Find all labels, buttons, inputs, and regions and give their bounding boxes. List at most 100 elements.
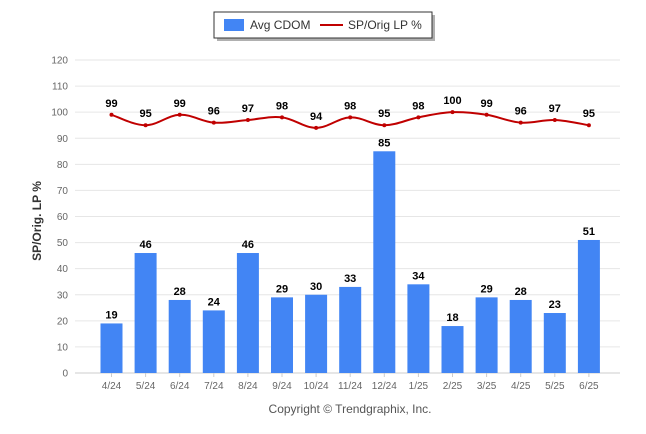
line-value-label: 95: [583, 108, 595, 120]
line-value-label: 100: [443, 95, 461, 107]
bar: [271, 297, 293, 373]
bar: [134, 253, 157, 373]
bar-value-label: 30: [310, 281, 322, 293]
bars: [100, 151, 600, 373]
line-point: [518, 120, 523, 125]
data-labels: 19 46 28 24 46 29 30 33 85 34 18 29 28 23 51 99 95 99 96 97…: [105, 95, 595, 324]
bar: [305, 294, 328, 373]
line-point: [314, 125, 319, 130]
y-tick-label: 20: [57, 316, 69, 327]
line-value-label: 99: [174, 98, 186, 110]
line-value-label: 95: [378, 108, 390, 120]
bar-value-label: 34: [412, 270, 425, 282]
bar-value-label: 85: [378, 137, 390, 149]
bar: [543, 313, 566, 373]
x-tick-label: 6/24: [170, 381, 190, 392]
x-tick-label: 4/25: [511, 381, 531, 392]
x-tick-label: 7/24: [204, 381, 224, 392]
y-tick-label: 70: [57, 186, 69, 197]
bar: [202, 310, 225, 373]
y-tick-label: 100: [51, 108, 68, 119]
line-point: [382, 123, 387, 128]
y-tick-label: 60: [57, 212, 69, 223]
copyright-credit: Copyright © Trendgraphix, Inc.: [269, 402, 432, 416]
y-tick-label: 80: [57, 160, 69, 171]
x-tick-label: 5/24: [136, 381, 156, 392]
bar-value-label: 29: [276, 283, 288, 295]
x-tick-label: 3/25: [477, 381, 497, 392]
bar: [509, 299, 532, 373]
y-tick-label: 0: [62, 369, 68, 380]
legend-line-label: SP/Orig LP %: [348, 18, 422, 32]
x-tick-label: 6/25: [579, 381, 599, 392]
y-tick-label: 10: [57, 342, 69, 353]
bar-value-label: 18: [446, 312, 458, 324]
bar-value-label: 23: [549, 299, 561, 311]
bar: [168, 299, 191, 373]
bar: [236, 253, 259, 373]
bar-value-label: 46: [242, 239, 254, 251]
x-tick-label: 8/24: [238, 381, 258, 392]
bar-value-label: 28: [515, 286, 527, 298]
x-axis-ticks: 4/24 5/24 6/24 7/24 8/24 9/24 10/24 11/24 12/24 1…: [102, 373, 599, 392]
line-value-label: 98: [412, 100, 424, 112]
line-value-label: 96: [515, 106, 527, 118]
y-tick-label: 120: [51, 56, 68, 67]
bar-value-label: 19: [105, 309, 117, 321]
legend-bar-label: Avg CDOM: [250, 18, 310, 32]
bar: [475, 297, 498, 373]
line-point: [416, 115, 421, 120]
x-tick-label: 5/25: [545, 381, 565, 392]
bar: [339, 286, 362, 373]
y-tick-label: 110: [52, 82, 68, 93]
x-tick-label: 9/24: [272, 381, 292, 392]
line-point: [143, 123, 148, 128]
line-point: [177, 112, 182, 117]
legend: Avg CDOM SP/Orig LP %: [213, 11, 435, 41]
x-tick-label: 12/24: [372, 381, 397, 392]
line-value-label: 96: [208, 106, 220, 118]
bar-value-label: 29: [480, 283, 492, 295]
bar: [373, 151, 396, 373]
line-point: [552, 117, 557, 122]
bar: [441, 326, 464, 373]
line-point: [484, 112, 489, 117]
line-value-label: 99: [105, 98, 117, 110]
y-axis-ticks: 0 10 20 30 40 50 60 70 80 90 100 110 120: [51, 56, 68, 380]
x-tick-label: 1/25: [409, 381, 429, 392]
line-point: [109, 112, 114, 117]
bar-value-label: 24: [208, 296, 221, 308]
line-value-label: 97: [242, 103, 254, 115]
bar: [577, 239, 600, 373]
line-point: [280, 115, 284, 120]
line-value-label: 95: [139, 108, 151, 120]
line-point: [450, 110, 455, 115]
bar-value-label: 33: [344, 273, 356, 285]
bar-value-label: 28: [174, 286, 186, 298]
y-tick-label: 50: [57, 238, 69, 249]
y-tick-label: 90: [57, 134, 69, 145]
y-tick-label: 30: [57, 290, 69, 301]
y-tick-label: 40: [57, 264, 69, 275]
bar-value-label: 46: [139, 239, 151, 251]
bar-value-label: 51: [583, 226, 595, 238]
line-series: [109, 110, 591, 130]
bar: [100, 323, 123, 373]
x-tick-label: 11/24: [338, 381, 363, 392]
x-tick-label: 10/24: [304, 381, 329, 392]
line-point: [348, 115, 353, 120]
x-tick-label: 2/25: [443, 381, 463, 392]
x-tick-label: 4/24: [102, 381, 122, 392]
bar: [407, 284, 430, 373]
line-point: [211, 120, 216, 125]
line-value-label: 97: [549, 103, 561, 115]
legend-bar-swatch: [224, 19, 244, 31]
line-value-label: 98: [276, 100, 288, 112]
line-point: [245, 117, 250, 122]
line-point: [586, 123, 591, 128]
y-axis-title: SP/Orig. LP %: [30, 181, 44, 261]
line-value-label: 99: [480, 98, 492, 110]
line-value-label: 94: [310, 111, 323, 123]
line-value-label: 98: [344, 100, 356, 112]
